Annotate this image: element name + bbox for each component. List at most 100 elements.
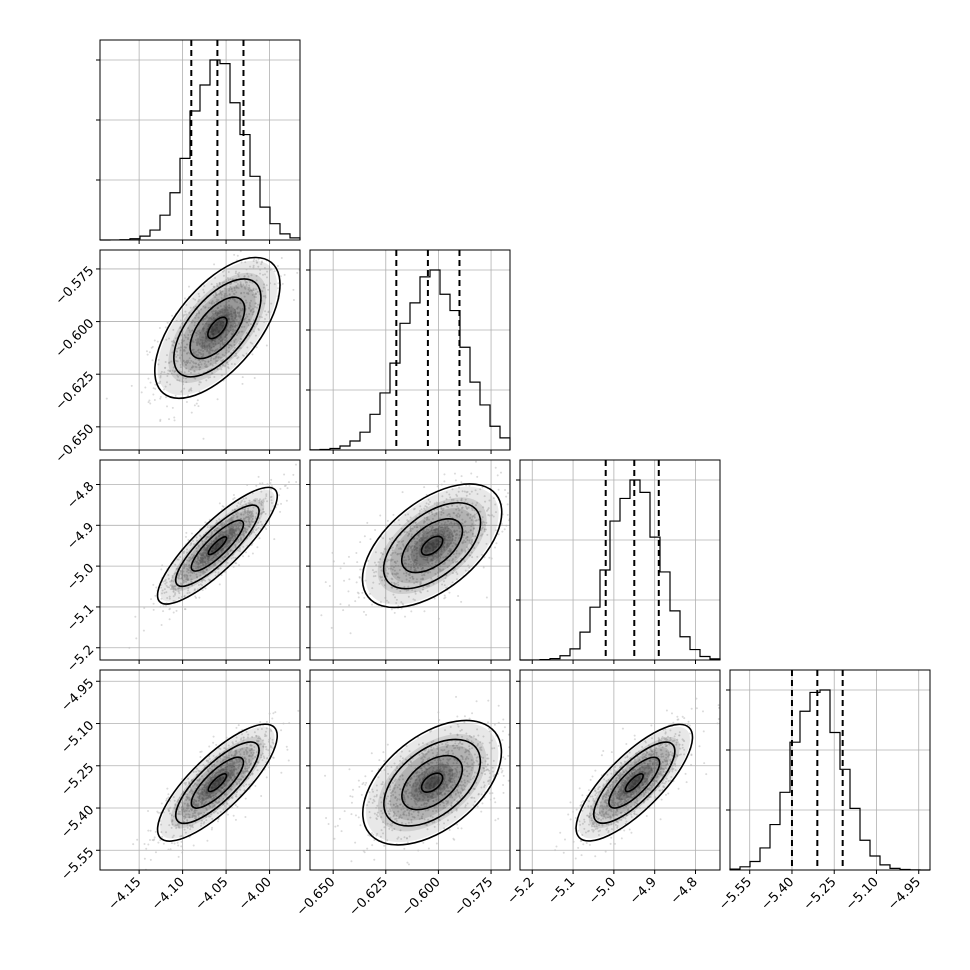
scatter-point — [470, 490, 473, 493]
scatter-point — [162, 842, 165, 845]
scatter-point — [196, 784, 199, 787]
scatter-point — [208, 757, 211, 760]
scatter-point — [218, 319, 221, 322]
scatter-point — [255, 528, 258, 531]
scatter-point — [152, 393, 155, 396]
scatter-point — [407, 520, 410, 523]
scatter-point — [232, 325, 235, 328]
scatter-point — [447, 527, 450, 530]
scatter-point — [159, 376, 162, 379]
scatter-point — [195, 562, 198, 565]
scatter-point — [361, 591, 364, 594]
scatter-point — [216, 314, 219, 317]
scatter-point — [394, 551, 397, 554]
scatter-point — [481, 533, 484, 536]
scatter-point — [244, 816, 247, 819]
scatter-point — [166, 596, 169, 599]
scatter-point — [191, 784, 194, 787]
scatter-point — [264, 733, 267, 736]
scatter-point — [227, 279, 230, 282]
scatter-point — [260, 795, 263, 798]
scatter-point — [163, 388, 166, 391]
scatter-point — [454, 556, 457, 559]
scatter-point — [240, 733, 243, 736]
scatter-point — [194, 365, 197, 368]
scatter-point — [204, 562, 207, 565]
scatter-point — [235, 791, 238, 794]
scatter-point — [210, 331, 213, 334]
scatter-point — [260, 502, 263, 505]
contour-level-1 — [382, 501, 482, 590]
scatter-point — [203, 348, 206, 351]
scatter-point — [433, 514, 436, 517]
scatter-point — [242, 785, 245, 788]
scatter-point — [159, 380, 162, 383]
scatter-point — [195, 312, 198, 315]
scatter-point — [435, 842, 438, 845]
scatter-point — [407, 589, 410, 592]
scatter-point — [468, 717, 471, 720]
scatter-point — [222, 802, 225, 805]
scatter-point — [154, 383, 157, 386]
scatter-point — [259, 520, 262, 523]
scatter-point — [208, 544, 211, 547]
scatter-point — [212, 294, 215, 297]
scatter-point — [205, 350, 208, 353]
scatter-point — [237, 549, 240, 552]
scatter-point — [225, 303, 228, 306]
scatter-point — [488, 499, 491, 502]
scatter-point — [393, 762, 396, 765]
scatter-point — [503, 528, 506, 531]
scatter-point — [182, 349, 185, 352]
scatter-point — [167, 574, 170, 577]
scatter-point — [448, 533, 451, 536]
scatter-point — [192, 543, 195, 546]
scatter-point — [152, 387, 155, 390]
scatter-point — [198, 812, 201, 815]
scatter-point — [427, 498, 430, 501]
scatter-point — [382, 537, 385, 540]
scatter-point — [263, 320, 266, 323]
scatter-point — [448, 539, 451, 542]
scatter-point — [436, 485, 439, 488]
scatter-point — [262, 295, 265, 298]
scatter-point — [376, 804, 379, 807]
scatter-point — [463, 490, 466, 493]
scatter-point — [238, 564, 241, 567]
scatter-point — [237, 538, 240, 541]
scatter-point — [386, 565, 389, 568]
density-ellipse — [190, 297, 245, 359]
scatter-point — [213, 562, 216, 565]
scatter-point — [202, 288, 205, 291]
scatter-point — [229, 321, 232, 324]
scatter-point — [460, 481, 463, 484]
scatter-point — [471, 502, 474, 505]
scatter-point — [164, 578, 167, 581]
scatter-point — [255, 751, 258, 754]
scatter-point — [439, 557, 442, 560]
scatter-point — [257, 258, 260, 261]
scatter-point — [456, 505, 459, 508]
scatter-point — [433, 774, 436, 777]
scatter-point — [195, 334, 198, 337]
scatter-point — [185, 798, 188, 801]
scatter-point — [185, 364, 188, 367]
scatter-point — [207, 351, 210, 354]
scatter-point — [248, 334, 251, 337]
scatter-point — [250, 531, 253, 534]
scatter-point — [411, 544, 414, 547]
scatter-point — [383, 547, 386, 550]
scatter-point — [229, 542, 232, 545]
scatter-point — [412, 810, 415, 813]
scatter-point — [171, 344, 174, 347]
scatter-point — [210, 310, 213, 313]
scatter-point — [160, 831, 163, 834]
scatter-point — [256, 261, 259, 264]
scatter-point — [420, 767, 423, 770]
scatter-point — [483, 495, 486, 498]
scatter-point — [431, 555, 434, 558]
scatter-point — [454, 539, 457, 542]
scatter-point — [468, 753, 471, 756]
scatter-point — [467, 531, 470, 534]
scatter-point — [188, 810, 191, 813]
